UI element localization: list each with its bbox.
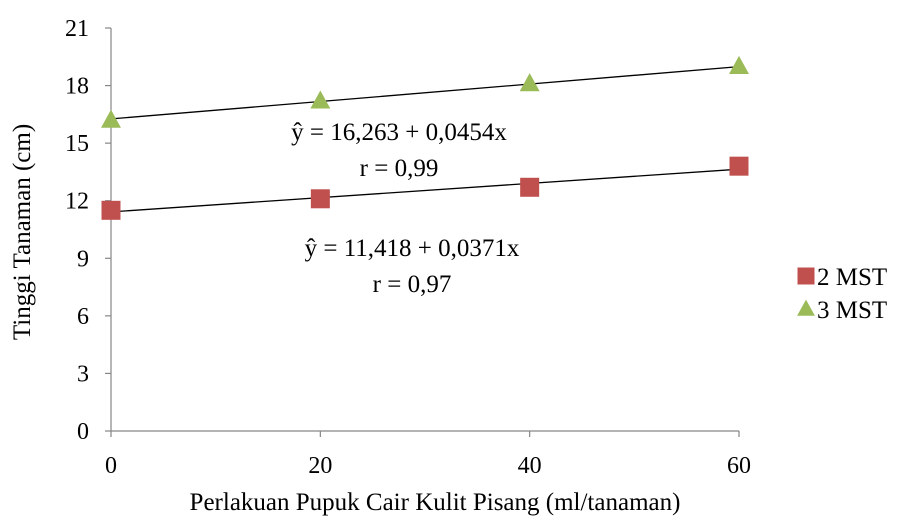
point-3-mst	[729, 55, 749, 74]
equation-3mst: ŷ = 16,263 + 0,0454x	[291, 119, 507, 146]
x-tick-label: 40	[518, 453, 542, 479]
trendlines	[110, 65, 740, 213]
point-3-mst	[519, 73, 540, 92]
point-2-mst	[310, 189, 330, 209]
legend-marker-2-mst	[797, 267, 815, 285]
point-3-mst	[101, 109, 121, 128]
axes: 0 3 6 9 12 15 18 21 0 20 40 60	[65, 16, 751, 479]
y-tick-label: 21	[65, 16, 89, 42]
y-tick-label: 18	[65, 74, 89, 100]
y-axis-title: Tinggi Tanaman (cm)	[9, 124, 36, 340]
point-2-mst	[520, 177, 540, 197]
x-tick-label: 0	[105, 453, 117, 479]
y-tick-label: 0	[77, 419, 89, 445]
legend: 2 MST 3 MST	[797, 264, 887, 324]
point-2-mst	[729, 156, 749, 176]
trendline-3-mst	[110, 65, 740, 120]
data-points	[101, 55, 749, 220]
r-value-3mst: r = 0,99	[360, 155, 439, 182]
trendline-2-mst	[110, 168, 740, 213]
y-tick-label: 3	[77, 361, 89, 387]
point-2-mst	[101, 200, 121, 220]
x-tick-label: 20	[308, 453, 332, 479]
annotations: ŷ = 16,263 + 0,0454x r = 0,99 ŷ = 11,418…	[291, 119, 520, 298]
legend-label-2-mst: 2 MST	[817, 264, 887, 291]
point-3-mst	[310, 90, 331, 109]
legend-label-3-mst: 3 MST	[817, 297, 887, 324]
y-tick-label: 15	[65, 131, 89, 157]
y-tick-label: 6	[77, 304, 89, 330]
y-tick-label: 9	[77, 246, 89, 272]
legend-marker-3-mst	[797, 299, 815, 316]
y-tick-label: 12	[65, 189, 89, 215]
equation-2mst: ŷ = 11,418 + 0,0371x	[305, 235, 520, 262]
x-axis-title: Perlakuan Pupuk Cair Kulit Pisang (ml/ta…	[190, 489, 681, 516]
r-value-2mst: r = 0,97	[373, 271, 452, 298]
x-tick-label: 60	[727, 453, 751, 479]
